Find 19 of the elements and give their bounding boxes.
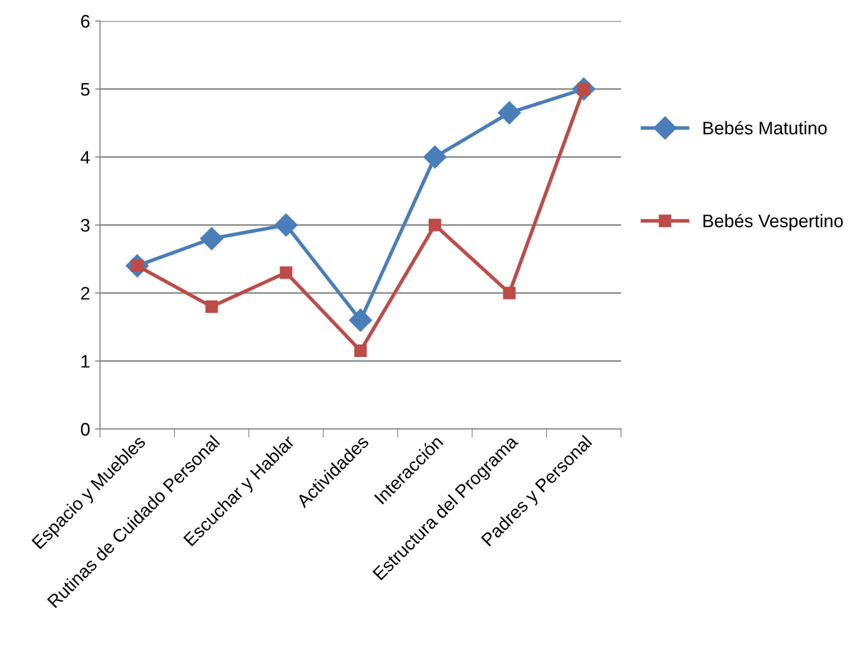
- y-tick-label: 5: [80, 83, 90, 96]
- point: [200, 227, 224, 250]
- y-tick-label: 2: [81, 286, 90, 300]
- y-tick-label: 6: [81, 14, 90, 28]
- point: [349, 308, 372, 332]
- point: [274, 214, 298, 236]
- y-tick-label: 0: [80, 422, 90, 436]
- point: [428, 218, 442, 232]
- legend-label: Bebés Matutino: [704, 120, 827, 134]
- point: [354, 344, 367, 358]
- point: [498, 101, 521, 124]
- y-tick-label: 1: [82, 355, 90, 368]
- point: [503, 286, 516, 300]
- legend-label: Bebés Vespertino: [704, 214, 843, 231]
- point: [205, 300, 218, 313]
- point: [423, 146, 446, 168]
- y-tick-label: 3: [80, 218, 90, 232]
- y-tick-label: 4: [80, 151, 90, 164]
- point: [280, 266, 292, 279]
